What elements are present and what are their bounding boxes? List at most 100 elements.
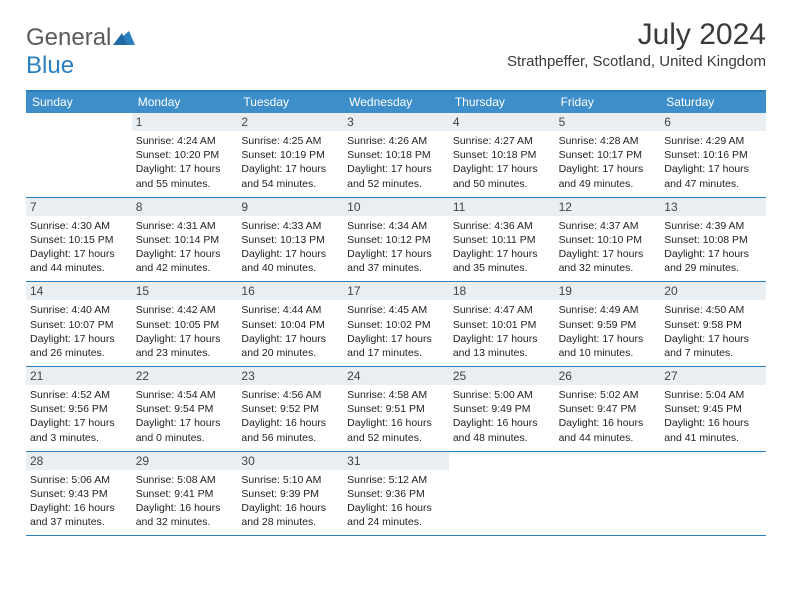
calendar-week: 7 Sunrise: 4:30 AMSunset: 10:15 PMDayligh… (26, 198, 766, 283)
detail-line: Sunset: 9:52 PM (241, 402, 339, 416)
day-details: Sunrise: 5:02 AMSunset: 9:47 PMDaylight:… (559, 388, 657, 445)
day-number: 19 (555, 282, 661, 300)
detail-line: Sunrise: 4:56 AM (241, 388, 339, 402)
detail-line: Daylight: 16 hours (241, 416, 339, 430)
weekday-header: Thursday (449, 92, 555, 113)
day-number: 8 (132, 198, 238, 216)
day-details: Sunrise: 4:49 AMSunset: 9:59 PMDaylight:… (559, 303, 657, 360)
detail-line: Sunset: 10:15 PM (30, 233, 128, 247)
day-number: 30 (237, 452, 343, 470)
detail-line: Sunrise: 5:08 AM (136, 473, 234, 487)
calendar-cell: 22Sunrise: 4:54 AMSunset: 9:54 PMDayligh… (132, 367, 238, 451)
day-number: 12 (555, 198, 661, 216)
calendar-cell: 10Sunrise: 4:34 AMSunset: 10:12 PMDaylig… (343, 198, 449, 282)
detail-line: Sunrise: 4:28 AM (559, 134, 657, 148)
detail-line: Sunset: 9:36 PM (347, 487, 445, 501)
day-details: Sunrise: 4:42 AMSunset: 10:05 PMDaylight… (136, 303, 234, 360)
detail-line: Sunset: 10:18 PM (347, 148, 445, 162)
detail-line: Daylight: 17 hours (453, 247, 551, 261)
detail-line: Sunrise: 4:29 AM (664, 134, 762, 148)
detail-line: Daylight: 16 hours (30, 501, 128, 515)
day-details: Sunrise: 4:47 AMSunset: 10:01 PMDaylight… (453, 303, 551, 360)
detail-line: Sunset: 9:47 PM (559, 402, 657, 416)
day-details: Sunrise: 5:10 AMSunset: 9:39 PMDaylight:… (241, 473, 339, 530)
calendar-cell: 1Sunrise: 4:24 AMSunset: 10:20 PMDayligh… (132, 113, 238, 197)
detail-line: Daylight: 16 hours (453, 416, 551, 430)
calendar-cell: 14Sunrise: 4:40 AMSunset: 10:07 PMDaylig… (26, 282, 132, 366)
detail-line: Daylight: 17 hours (453, 332, 551, 346)
detail-line: Sunrise: 4:45 AM (347, 303, 445, 317)
day-details: Sunrise: 4:56 AMSunset: 9:52 PMDaylight:… (241, 388, 339, 445)
calendar-cell: 21Sunrise: 4:52 AMSunset: 9:56 PMDayligh… (26, 367, 132, 451)
detail-line: and 10 minutes. (559, 346, 657, 360)
day-details: Sunrise: 5:00 AMSunset: 9:49 PMDaylight:… (453, 388, 551, 445)
detail-line: and 13 minutes. (453, 346, 551, 360)
detail-line: Sunrise: 4:40 AM (30, 303, 128, 317)
detail-line: Daylight: 17 hours (136, 247, 234, 261)
detail-line: Daylight: 17 hours (30, 332, 128, 346)
day-details: Sunrise: 4:58 AMSunset: 9:51 PMDaylight:… (347, 388, 445, 445)
day-details: Sunrise: 4:39 AMSunset: 10:08 PMDaylight… (664, 219, 762, 276)
day-number: 7 (26, 198, 132, 216)
detail-line: Daylight: 16 hours (347, 416, 445, 430)
detail-line: Sunrise: 4:44 AM (241, 303, 339, 317)
detail-line: and 7 minutes. (664, 346, 762, 360)
detail-line: and 52 minutes. (347, 177, 445, 191)
detail-line: Daylight: 17 hours (136, 332, 234, 346)
day-number: 20 (660, 282, 766, 300)
detail-line: Sunrise: 4:31 AM (136, 219, 234, 233)
calendar-cell: 3Sunrise: 4:26 AMSunset: 10:18 PMDayligh… (343, 113, 449, 197)
detail-line: and 41 minutes. (664, 431, 762, 445)
day-details: Sunrise: 4:30 AMSunset: 10:15 PMDaylight… (30, 219, 128, 276)
detail-line: and 29 minutes. (664, 261, 762, 275)
day-details: Sunrise: 4:44 AMSunset: 10:04 PMDaylight… (241, 303, 339, 360)
detail-line: Daylight: 17 hours (30, 247, 128, 261)
detail-line: Sunrise: 4:39 AM (664, 219, 762, 233)
detail-line: Sunset: 9:39 PM (241, 487, 339, 501)
detail-line: Sunrise: 5:02 AM (559, 388, 657, 402)
detail-line: Sunrise: 5:00 AM (453, 388, 551, 402)
weekday-header: Friday (555, 92, 661, 113)
day-details: Sunrise: 4:54 AMSunset: 9:54 PMDaylight:… (136, 388, 234, 445)
weeks-container: 1Sunrise: 4:24 AMSunset: 10:20 PMDayligh… (26, 113, 766, 536)
detail-line: Daylight: 17 hours (241, 332, 339, 346)
day-details: Sunrise: 4:25 AMSunset: 10:19 PMDaylight… (241, 134, 339, 191)
calendar-cell: 27Sunrise: 5:04 AMSunset: 9:45 PMDayligh… (660, 367, 766, 451)
detail-line: and 49 minutes. (559, 177, 657, 191)
detail-line: Sunset: 10:10 PM (559, 233, 657, 247)
detail-line: and 40 minutes. (241, 261, 339, 275)
calendar-cell: 17Sunrise: 4:45 AMSunset: 10:02 PMDaylig… (343, 282, 449, 366)
calendar-cell: 11Sunrise: 4:36 AMSunset: 10:11 PMDaylig… (449, 198, 555, 282)
day-number: 28 (26, 452, 132, 470)
calendar-cell (26, 113, 132, 197)
detail-line: Sunrise: 4:26 AM (347, 134, 445, 148)
day-details: Sunrise: 4:37 AMSunset: 10:10 PMDaylight… (559, 219, 657, 276)
day-details: Sunrise: 4:52 AMSunset: 9:56 PMDaylight:… (30, 388, 128, 445)
detail-line: Sunrise: 4:25 AM (241, 134, 339, 148)
day-number: 31 (343, 452, 449, 470)
detail-line: and 0 minutes. (136, 431, 234, 445)
day-details: Sunrise: 4:36 AMSunset: 10:11 PMDaylight… (453, 219, 551, 276)
calendar-cell: 23Sunrise: 4:56 AMSunset: 9:52 PMDayligh… (237, 367, 343, 451)
calendar-cell: 15Sunrise: 4:42 AMSunset: 10:05 PMDaylig… (132, 282, 238, 366)
detail-line: Sunrise: 4:49 AM (559, 303, 657, 317)
brand-triangle-icon (113, 24, 135, 52)
detail-line: Daylight: 17 hours (664, 332, 762, 346)
day-number: 4 (449, 113, 555, 131)
detail-line: Sunset: 10:20 PM (136, 148, 234, 162)
detail-line: Sunset: 9:58 PM (664, 318, 762, 332)
calendar-cell: 28Sunrise: 5:06 AMSunset: 9:43 PMDayligh… (26, 452, 132, 536)
detail-line: Sunset: 10:19 PM (241, 148, 339, 162)
day-number: 25 (449, 367, 555, 385)
detail-line: Daylight: 17 hours (347, 247, 445, 261)
calendar-cell: 30 Sunrise: 5:10 AMSunset: 9:39 PMDayligh… (237, 452, 343, 536)
detail-line: Sunrise: 4:54 AM (136, 388, 234, 402)
detail-line: Sunset: 10:01 PM (453, 318, 551, 332)
detail-line: Sunset: 10:05 PM (136, 318, 234, 332)
detail-line: and 20 minutes. (241, 346, 339, 360)
detail-line: and 44 minutes. (559, 431, 657, 445)
day-details: Sunrise: 4:26 AMSunset: 10:18 PMDaylight… (347, 134, 445, 191)
month-title: July 2024 (507, 18, 766, 51)
detail-line: Daylight: 16 hours (559, 416, 657, 430)
weekday-header: Saturday (660, 92, 766, 113)
